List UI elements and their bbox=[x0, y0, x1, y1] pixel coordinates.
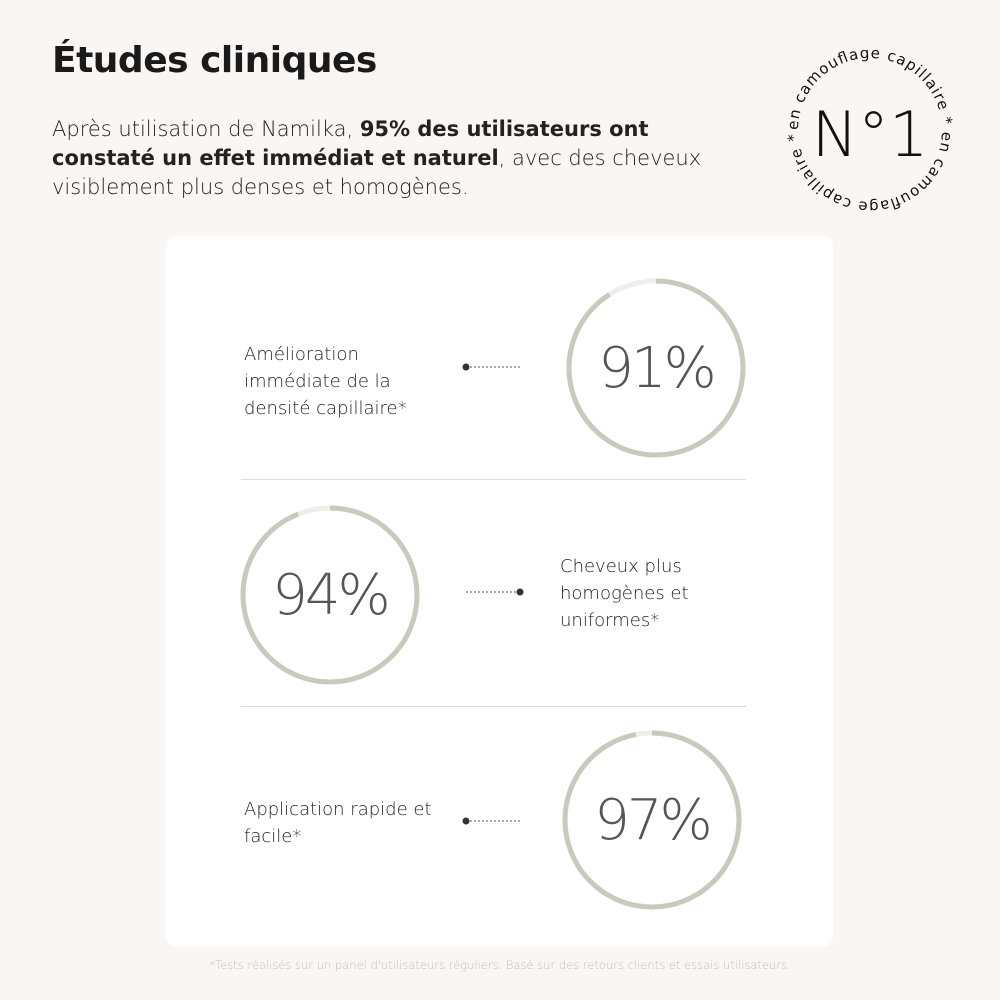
divider bbox=[241, 479, 746, 480]
divider bbox=[241, 706, 746, 707]
stat-value: 97% bbox=[594, 788, 709, 853]
stat-ring-3: 97% bbox=[562, 730, 742, 910]
stat-label-3: Application rapide et facile* bbox=[244, 799, 432, 847]
badge-main: N°1 bbox=[812, 98, 929, 171]
stat-value: 94% bbox=[272, 563, 387, 628]
ring-progress bbox=[240, 505, 420, 685]
stat-ring-1: 91% bbox=[566, 278, 746, 458]
intro-text: Après utilisation de Namilka, 95% des ut… bbox=[52, 115, 712, 202]
ring-progress bbox=[566, 278, 746, 458]
page-title: Études cliniques bbox=[52, 40, 377, 81]
stat-ring-2: 94% bbox=[240, 505, 420, 685]
intro-part: Après utilisation de Namilka, bbox=[52, 117, 360, 141]
stat-value: 91% bbox=[598, 336, 713, 401]
connector-dot-1 bbox=[462, 363, 520, 371]
intro-part: , avec des cheveux visiblement plus dens… bbox=[52, 146, 702, 199]
connector-dot-2 bbox=[466, 588, 524, 596]
stat-label-2: Cheveux plus homogènes et uniformes* bbox=[560, 556, 689, 631]
stats-card: Amélioration immédiate de la densité cap… bbox=[166, 236, 833, 946]
intro-highlight: 95% des utilisateurs ont constaté un eff… bbox=[52, 117, 649, 170]
ring-progress bbox=[562, 730, 742, 910]
connector-dot-3 bbox=[462, 817, 520, 825]
no1-badge: en camouflage capillaire * en camouflage… bbox=[784, 45, 956, 215]
footnote: *Tests réalisés sur un panel d'utilisate… bbox=[209, 958, 791, 972]
stat-label-1: Amélioration immédiate de la densité cap… bbox=[244, 344, 407, 419]
